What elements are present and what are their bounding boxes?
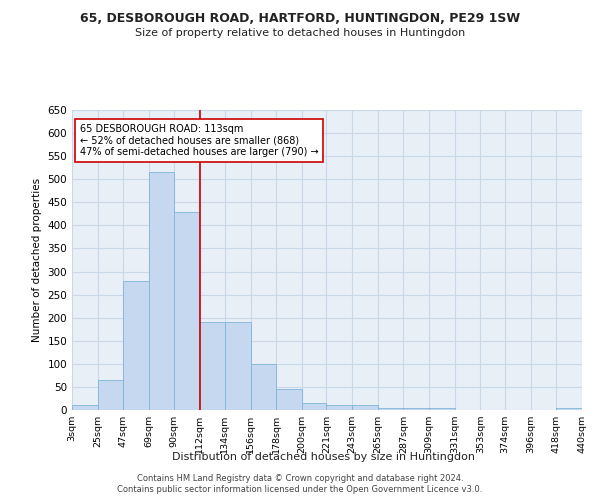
Bar	[403, 408, 429, 410]
Bar	[72, 406, 98, 410]
Bar	[149, 172, 173, 410]
Bar	[98, 380, 124, 410]
Bar	[276, 389, 302, 410]
Bar	[429, 408, 455, 410]
Y-axis label: Number of detached properties: Number of detached properties	[32, 178, 42, 342]
Bar	[378, 408, 403, 410]
Text: 65, DESBOROUGH ROAD, HARTFORD, HUNTINGDON, PE29 1SW: 65, DESBOROUGH ROAD, HARTFORD, HUNTINGDO…	[80, 12, 520, 26]
Bar	[225, 322, 251, 410]
Text: Distribution of detached houses by size in Huntingdon: Distribution of detached houses by size …	[173, 452, 476, 462]
Text: 65 DESBOROUGH ROAD: 113sqm
← 52% of detached houses are smaller (868)
47% of sem: 65 DESBOROUGH ROAD: 113sqm ← 52% of deta…	[80, 124, 318, 156]
Bar	[251, 364, 276, 410]
Bar	[352, 406, 378, 410]
Bar	[199, 322, 225, 410]
Text: Size of property relative to detached houses in Huntingdon: Size of property relative to detached ho…	[135, 28, 465, 38]
Bar	[326, 406, 352, 410]
Text: Contains HM Land Registry data © Crown copyright and database right 2024.: Contains HM Land Registry data © Crown c…	[137, 474, 463, 483]
Bar	[173, 212, 199, 410]
Bar	[302, 403, 326, 410]
Bar	[556, 408, 582, 410]
Text: Contains public sector information licensed under the Open Government Licence v3: Contains public sector information licen…	[118, 486, 482, 494]
Bar	[124, 281, 149, 410]
